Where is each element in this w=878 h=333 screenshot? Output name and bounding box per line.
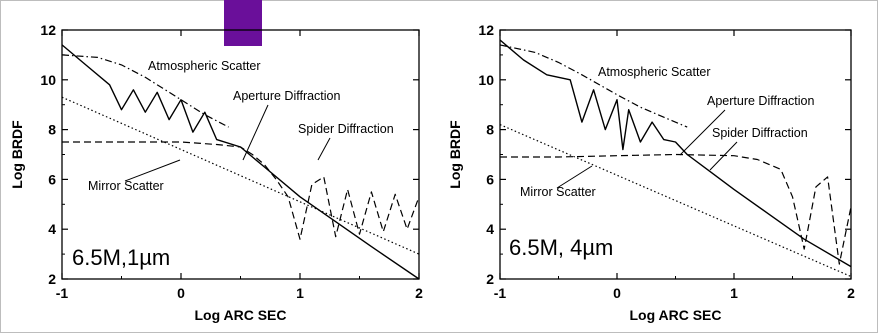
y-tick-label: 8: [486, 122, 494, 138]
x-axis-label: Log ARC SEC: [629, 307, 721, 323]
y-tick-label: 6: [48, 171, 56, 187]
annotation-spider-diffraction: Spider Diffraction: [298, 122, 394, 136]
y-tick-label: 4: [48, 221, 56, 237]
annotation-atmospheric-scatter: Atmospheric Scatter: [148, 59, 261, 73]
x-tick-label: 0: [613, 285, 621, 301]
accent-tab: [224, 0, 262, 46]
series-line-spider-diffraction: [500, 153, 852, 265]
y-tick-label: 2: [486, 271, 494, 287]
annotation-aperture-diffraction: Aperture Diffraction: [233, 89, 341, 103]
x-tick-label: 1: [730, 285, 738, 301]
x-tick-label: 2: [847, 285, 855, 301]
y-tick-label: 10: [478, 72, 494, 88]
y-tick-label: 8: [48, 122, 56, 138]
x-tick-label: -1: [56, 285, 69, 301]
x-tick-label: 0: [177, 285, 185, 301]
series-line-aperture-diffraction: [61, 44, 420, 280]
annotation-leader-line: [709, 141, 738, 171]
series-line-atmospheric-scatter: [61, 54, 229, 128]
y-tick-label: 12: [40, 22, 56, 38]
annotation-atmospheric-scatter: Atmospheric Scatter: [598, 65, 711, 79]
y-axis-label: Log BRDF: [9, 120, 25, 189]
x-axis-label: Log ARC SEC: [194, 307, 286, 323]
annotation-leader-line: [679, 109, 726, 156]
y-tick-label: 2: [48, 271, 56, 287]
x-tick-label: -1: [494, 285, 507, 301]
series-line-spider-diffraction: [62, 141, 420, 240]
annotation-mirror-scatter: Mirror Scatter: [88, 179, 164, 193]
annotation-aperture-diffraction: Aperture Diffraction: [707, 94, 815, 108]
annotation-spider-diffraction: Spider Diffraction: [712, 126, 808, 140]
x-tick-label: 2: [415, 285, 423, 301]
series-line-aperture-diffraction: [499, 39, 852, 268]
y-tick-label: 4: [486, 221, 494, 237]
y-axis-label: Log BRDF: [447, 120, 463, 189]
y-tick-label: 12: [478, 22, 494, 38]
corner-label: 6.5M, 4µm: [509, 235, 613, 260]
annotation-leader-line: [242, 104, 269, 161]
corner-label: 6.5M,1µm: [72, 245, 170, 270]
annotation-leader-line: [556, 165, 593, 189]
annotation-leader-line: [317, 137, 331, 161]
series-line-atmospheric-scatter: [499, 44, 688, 128]
series-line-mirror-scatter: [61, 96, 420, 255]
x-tick-label: 1: [296, 285, 304, 301]
y-tick-label: 10: [40, 72, 56, 88]
y-tick-label: 6: [486, 171, 494, 187]
annotation-mirror-scatter: Mirror Scatter: [520, 185, 596, 199]
annotation-leader-line: [124, 159, 181, 182]
